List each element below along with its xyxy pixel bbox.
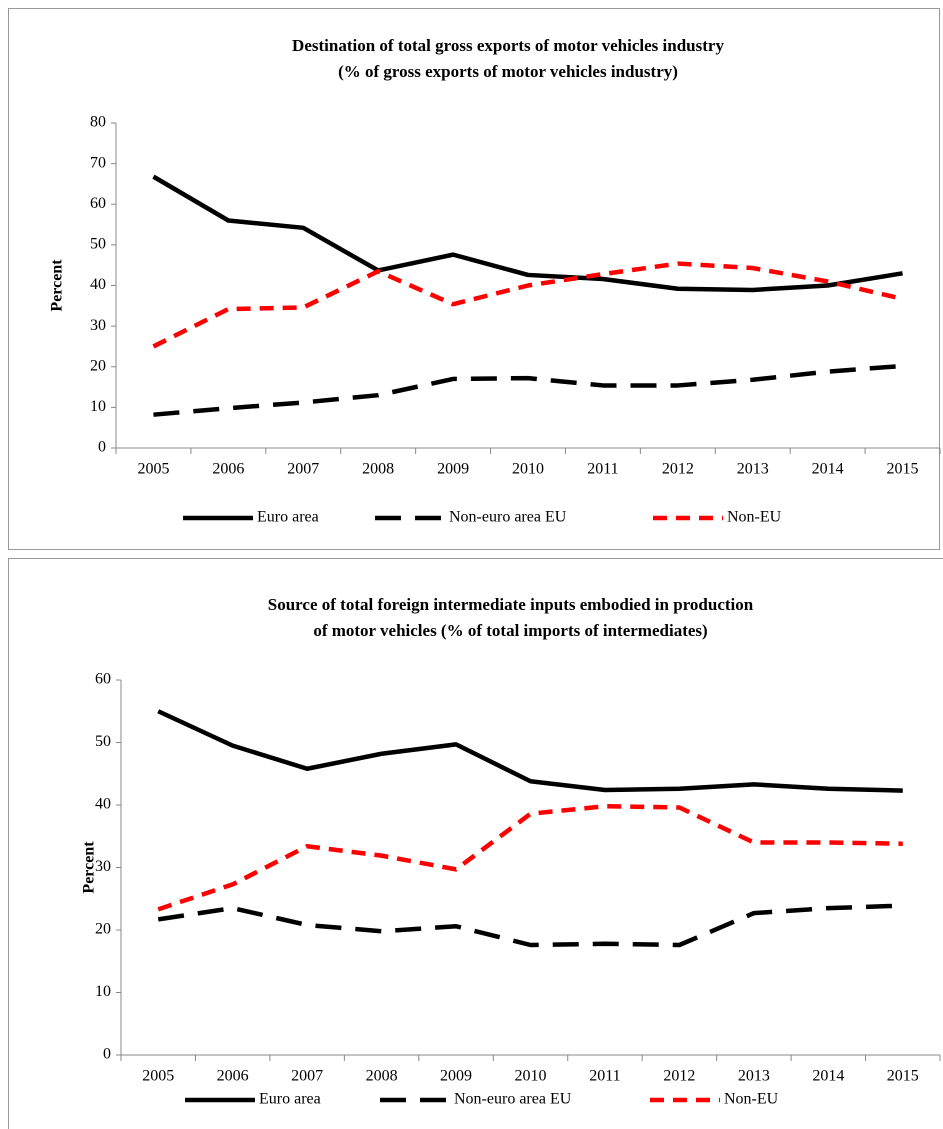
y-axis-label: Percent	[81, 841, 98, 894]
y-tick-label: 80	[90, 114, 106, 131]
x-tick-label: 2009	[437, 461, 469, 478]
y-tick-label: 20	[90, 357, 106, 374]
y-tick-label: 40	[95, 796, 111, 813]
legend-label: Non-euro area EU	[454, 1091, 572, 1108]
x-tick-label: 2015	[887, 1068, 919, 1085]
chart-title: Source of total foreign intermediate inp…	[268, 595, 754, 614]
y-axis-label: Percent	[49, 259, 66, 312]
series-line	[157, 903, 903, 948]
legend-label: Non-EU	[724, 1091, 779, 1108]
x-tick-label: 2015	[887, 461, 919, 478]
y-tick-label: 30	[90, 317, 106, 334]
y-tick-label: 20	[95, 921, 111, 938]
x-tick-label: 2014	[812, 1068, 844, 1085]
series-line	[157, 709, 903, 793]
x-tick-label: 2007	[287, 461, 319, 478]
y-tick-label: 0	[98, 439, 106, 456]
series-line	[152, 261, 904, 349]
series-line	[152, 174, 903, 293]
y-tick-label: 40	[90, 276, 106, 293]
x-tick-label: 2011	[587, 461, 618, 478]
legend-label: Non-EU	[727, 509, 782, 526]
series-line	[157, 804, 903, 912]
legend-label: Euro area	[259, 1091, 321, 1108]
x-tick-label: 2007	[291, 1068, 323, 1085]
x-tick-label: 2013	[737, 461, 769, 478]
chart-title: (% of gross exports of motor vehicles in…	[338, 62, 678, 81]
x-tick-label: 2010	[515, 1068, 547, 1085]
chart-title: Destination of total gross exports of mo…	[292, 36, 724, 55]
y-tick-label: 0	[103, 1046, 111, 1063]
x-tick-label: 2008	[366, 1068, 398, 1085]
x-tick-label: 2005	[142, 1068, 174, 1085]
chart-title: of motor vehicles (% of total imports of…	[313, 621, 707, 640]
y-tick-label: 60	[90, 195, 106, 212]
legend-label: Non-euro area EU	[449, 509, 567, 526]
chart-frame	[8, 558, 943, 1129]
x-tick-label: 2009	[440, 1068, 472, 1085]
y-tick-label: 10	[95, 983, 111, 1000]
y-tick-label: 30	[95, 858, 111, 875]
x-tick-label: 2008	[362, 461, 394, 478]
x-tick-label: 2011	[589, 1068, 620, 1085]
chart-frame	[8, 8, 940, 550]
y-tick-label: 50	[90, 236, 106, 253]
y-tick-label: 60	[95, 671, 111, 688]
y-tick-label: 50	[95, 733, 111, 750]
y-tick-label: 70	[90, 154, 106, 171]
x-tick-label: 2010	[512, 461, 544, 478]
y-tick-label: 10	[90, 398, 106, 415]
x-tick-label: 2014	[812, 461, 844, 478]
x-tick-label: 2005	[137, 461, 169, 478]
x-tick-label: 2006	[217, 1068, 249, 1085]
x-tick-label: 2012	[663, 1068, 695, 1085]
legend-label: Euro area	[257, 509, 319, 526]
series-line	[153, 363, 903, 417]
x-tick-label: 2012	[662, 461, 694, 478]
x-tick-label: 2006	[212, 461, 244, 478]
x-tick-label: 2013	[738, 1068, 770, 1085]
